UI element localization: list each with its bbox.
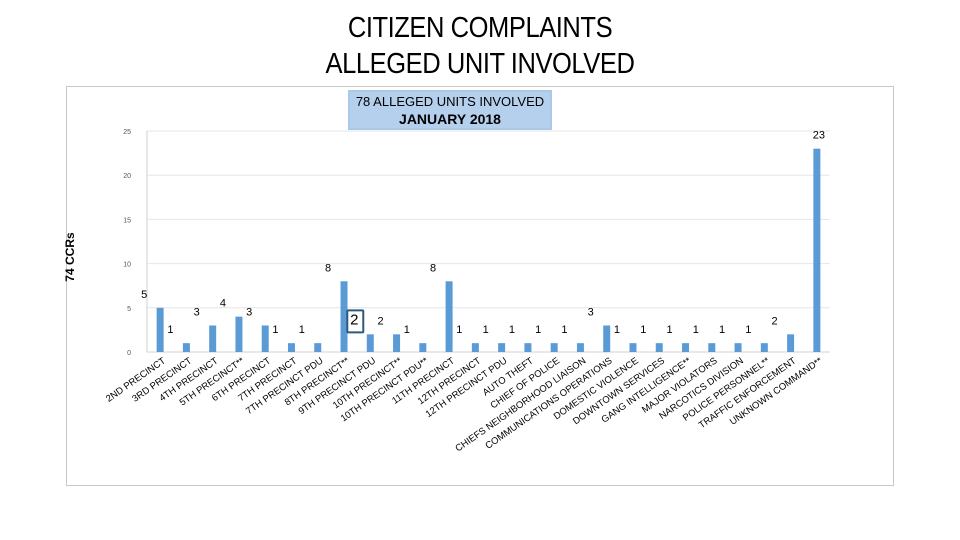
data-label: 8 bbox=[325, 262, 331, 274]
data-label: 1 bbox=[483, 324, 489, 336]
bar bbox=[760, 343, 768, 352]
bar bbox=[734, 343, 742, 352]
bar bbox=[209, 325, 217, 352]
bar bbox=[655, 343, 663, 352]
bar bbox=[550, 343, 558, 352]
bar bbox=[471, 343, 479, 352]
bar bbox=[182, 343, 190, 352]
chart-title-line-2: ALLEGED UNIT INVOLVED bbox=[325, 48, 635, 80]
data-label: 1 bbox=[299, 324, 305, 336]
data-label: 2 bbox=[350, 311, 358, 328]
bar bbox=[314, 343, 322, 352]
bar bbox=[287, 343, 295, 352]
chart-subtitle-units: 78 ALLEGED UNITS INVOLVED bbox=[355, 94, 545, 109]
bar bbox=[813, 148, 821, 352]
data-label: 1 bbox=[745, 324, 751, 336]
bar bbox=[682, 343, 690, 352]
data-label: 1 bbox=[640, 324, 646, 336]
data-label: 1 bbox=[719, 324, 725, 336]
data-label: 3 bbox=[194, 306, 200, 318]
data-label: 4 bbox=[220, 298, 226, 310]
bar bbox=[629, 343, 637, 352]
data-label: 23 bbox=[813, 130, 825, 142]
y-tick-label: 0 bbox=[127, 350, 131, 357]
y-tick-label: 25 bbox=[123, 129, 131, 136]
bar bbox=[340, 281, 348, 352]
data-label: 1 bbox=[666, 324, 672, 336]
data-label: 1 bbox=[272, 324, 278, 336]
data-label: 8 bbox=[430, 262, 436, 274]
data-label: 1 bbox=[509, 324, 515, 336]
y-tick-label: 10 bbox=[123, 262, 131, 269]
data-label: 1 bbox=[456, 324, 462, 336]
bar bbox=[576, 343, 584, 352]
bar bbox=[366, 334, 374, 352]
data-label: 1 bbox=[167, 324, 173, 336]
data-label: 1 bbox=[693, 324, 699, 336]
y-tick-label: 5 bbox=[127, 306, 131, 313]
bar bbox=[524, 343, 532, 352]
bar bbox=[708, 343, 716, 352]
bar bbox=[498, 343, 506, 352]
highlight-box bbox=[346, 309, 365, 334]
chart-subtitle-month: JANUARY 2018 bbox=[399, 111, 501, 127]
bar bbox=[603, 325, 611, 352]
data-label: 1 bbox=[561, 324, 567, 336]
bar bbox=[787, 334, 795, 352]
data-label: 2 bbox=[772, 315, 778, 327]
y-tick-label: 15 bbox=[123, 217, 131, 224]
bar bbox=[393, 334, 401, 352]
bar bbox=[445, 281, 453, 352]
data-label: 1 bbox=[404, 324, 410, 336]
data-label: 5 bbox=[141, 289, 147, 301]
data-label: 2 bbox=[377, 315, 383, 327]
bar bbox=[419, 343, 427, 352]
y-tick-label: 20 bbox=[123, 173, 131, 180]
bar bbox=[261, 325, 269, 352]
data-label: 1 bbox=[614, 324, 620, 336]
data-label: 3 bbox=[588, 306, 594, 318]
chart-subtitle-box: 78 ALLEGED UNITS INVOLVED JANUARY 2018 bbox=[348, 90, 552, 130]
data-label: 3 bbox=[246, 306, 252, 318]
bar bbox=[235, 316, 243, 352]
data-label: 1 bbox=[535, 324, 541, 336]
chart-title-line-1: CITIZEN COMPLAINTS bbox=[347, 12, 613, 44]
bar bbox=[156, 307, 164, 352]
chart-frame bbox=[66, 86, 894, 486]
